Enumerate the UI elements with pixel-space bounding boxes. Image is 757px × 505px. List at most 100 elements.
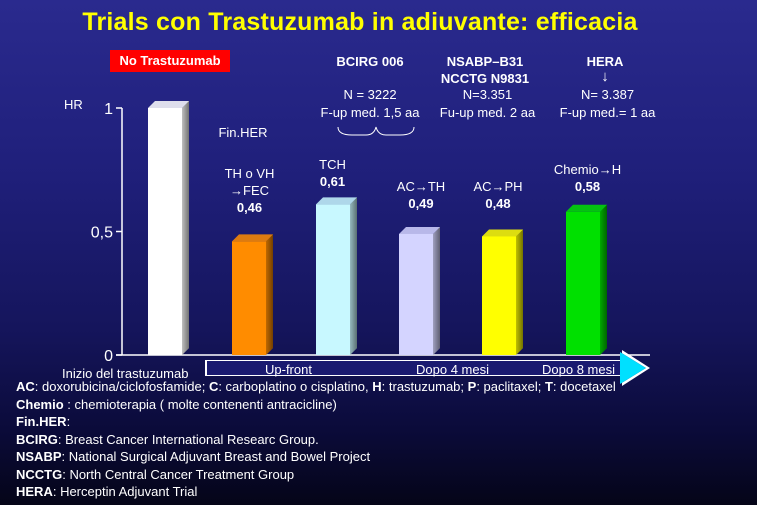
bar-no-trastuzumab-front xyxy=(148,108,182,355)
legend-line-1: AC: doxorubicina/ciclofosfamide; C: carb… xyxy=(16,378,756,396)
hr-axis-label: HR xyxy=(64,97,83,112)
timeline-arrow-head-icon xyxy=(620,352,646,384)
bcirg-header: BCIRG 006 xyxy=(320,53,420,71)
bar-value-acph: 0,48 xyxy=(485,196,511,211)
bar-value-bcirg: 0,61 xyxy=(319,174,346,189)
bar-label-finher: TH o VH →FEC 0,46 xyxy=(212,165,287,216)
bar-bcirg-top xyxy=(316,197,357,205)
bcirg-n: N = 3222 xyxy=(343,87,397,102)
bar-no-trastuzumab xyxy=(148,101,189,355)
bcirg-fup: F-up med. 1,5 aa xyxy=(320,105,420,120)
bar-finher-side-shade xyxy=(266,234,273,355)
legend-hera-key: HERA xyxy=(16,484,53,499)
legend-bcirg-text: : Breast Cancer International Researc Gr… xyxy=(57,431,319,447)
finher-label: Fin.HER xyxy=(218,125,268,140)
bar-acth-front xyxy=(399,233,433,355)
bar-label-hera-line1: Chemio→H xyxy=(553,162,622,177)
bar-no-trastuzumab-top xyxy=(148,101,189,108)
nsabp-fup: Fu-up med. 2 aa xyxy=(439,105,536,120)
nsabp-name: NSABP–B31 xyxy=(446,54,524,69)
bar-value-acth: 0,49 xyxy=(408,196,434,211)
timeline-start: Inizio del trastuzumab xyxy=(62,366,189,381)
y-tick-label: 1 xyxy=(104,101,113,118)
bar-label-acth-line1: AC→TH xyxy=(396,179,446,194)
timeline-arrow-body xyxy=(207,352,646,384)
legend-line-5: NSABP: National Surgical Adjuvant Breast… xyxy=(16,448,756,466)
bar-finher-front xyxy=(232,241,266,355)
timeline-upfront: Up-front xyxy=(265,362,312,377)
bar-acph xyxy=(482,229,523,355)
bar-finher xyxy=(232,234,273,355)
bar-bcirg-front xyxy=(316,204,350,355)
bar-hera xyxy=(566,204,607,355)
bar-finher-top xyxy=(232,234,273,242)
legend-line-7: HERA: Herceptin Adjuvant Trial xyxy=(16,483,756,501)
legend-p-key: P xyxy=(467,379,477,394)
legend-nsabp-text: : National Surgical Adjuvant Breast and … xyxy=(61,449,371,464)
hera-fup: F-up med.= 1 aa xyxy=(559,105,656,120)
legend: AC: doxorubicina/ciclofosfamide; C: carb… xyxy=(16,378,756,501)
legend-h-text: : trastuzumab; xyxy=(381,379,468,394)
nsabp-header-2: NCCTG N9831 xyxy=(420,70,550,88)
bcirg-brace xyxy=(337,126,415,136)
bar-bcirg xyxy=(316,197,357,355)
bar-label-hera: Chemio→H 0,58 xyxy=(545,161,630,195)
legend-ac-text: : doxorubicina/ciclofosfamide; xyxy=(34,379,209,394)
bar-bcirg-side-shade xyxy=(350,197,357,355)
timeline-dopo8: Dopo 8 mesi xyxy=(542,362,615,377)
legend-line-4: BCIRG: Breast Cancer International Resea… xyxy=(16,431,756,449)
hera-details: N= 3.387 F-up med.= 1 aa xyxy=(545,86,670,122)
legend-p-text: : paclitaxel; xyxy=(476,379,545,394)
bar-acph-top xyxy=(482,229,523,237)
legend-t-text: : docetaxel xyxy=(552,379,616,394)
bar-no-trastuzumab-side-shade xyxy=(182,101,189,355)
hera-header: HERA xyxy=(555,53,655,71)
bars-group xyxy=(148,101,607,355)
y-ticks-group: 00,51 xyxy=(91,101,122,365)
bar-label-acph: AC→PH 0,48 xyxy=(462,178,534,212)
legend-chemio-text: : chemioterapia ( molte contenenti antra… xyxy=(63,396,337,412)
bar-label-bcirg: TCH 0,61 xyxy=(305,156,360,190)
bar-label-bcirg-line1: TCH xyxy=(319,157,346,172)
legend-finher-key: Fin.HER xyxy=(16,414,67,429)
legend-finher-text: : xyxy=(66,414,71,429)
no-trastuzumab-label: No Trastuzumab xyxy=(110,50,230,72)
ncctg-name: NCCTG N9831 xyxy=(440,71,530,86)
legend-hera-text: : Herceptin Adjuvant Trial xyxy=(52,484,198,499)
nsabp-header: NSABP–B31 xyxy=(420,53,550,71)
hera-n: N= 3.387 xyxy=(580,87,635,102)
legend-line-2: Chemio : chemioterapia ( molte contenent… xyxy=(16,396,756,414)
bar-label-finher-line1: TH o VH xyxy=(224,166,275,181)
legend-c-text: : carboplatino o cisplatino, xyxy=(218,379,373,394)
legend-c-key: C xyxy=(208,379,219,394)
bar-hera-side-shade xyxy=(600,204,607,355)
bar-acth-top xyxy=(399,226,440,234)
bar-acph-front xyxy=(482,236,516,355)
hera-name: HERA xyxy=(586,54,624,69)
y-tick-label: 0 xyxy=(104,348,113,365)
bar-label-finher-line2: →FEC xyxy=(230,183,269,198)
legend-ac-key: AC xyxy=(16,379,35,394)
bar-value-hera: 0,58 xyxy=(574,179,601,194)
legend-ncctg-key: NCCTG xyxy=(16,466,63,482)
slide-title: Trials con Trastuzumab in adiuvante: eff… xyxy=(82,8,638,36)
nsabp-details: N=3.351 Fu-up med. 2 aa xyxy=(405,86,570,122)
bar-label-acph-line1: AC→PH xyxy=(473,179,523,194)
bar-acth xyxy=(399,226,440,355)
bar-acph-side-shade xyxy=(516,229,523,355)
bcirg-details: N = 3222 F-up med. 1,5 aa xyxy=(300,86,440,122)
legend-bcirg-key: BCIRG xyxy=(16,431,58,447)
bar-label-acth: AC→TH 0,49 xyxy=(385,178,457,212)
legend-nsabp-key: NSABP xyxy=(16,449,62,464)
bar-hera-front xyxy=(566,211,600,355)
legend-ncctg-text: : North Central Cancer Treatment Group xyxy=(62,466,295,482)
timeline-dopo4: Dopo 4 mesi xyxy=(416,362,489,377)
nsabp-n: N=3.351 xyxy=(462,87,513,102)
hera-arrow-icon: ↓ xyxy=(601,68,609,85)
legend-line-3: Fin.HER: xyxy=(16,413,756,431)
legend-line-6: NCCTG: North Central Cancer Treatment Gr… xyxy=(16,466,756,484)
bar-acth-side-shade xyxy=(433,226,440,355)
